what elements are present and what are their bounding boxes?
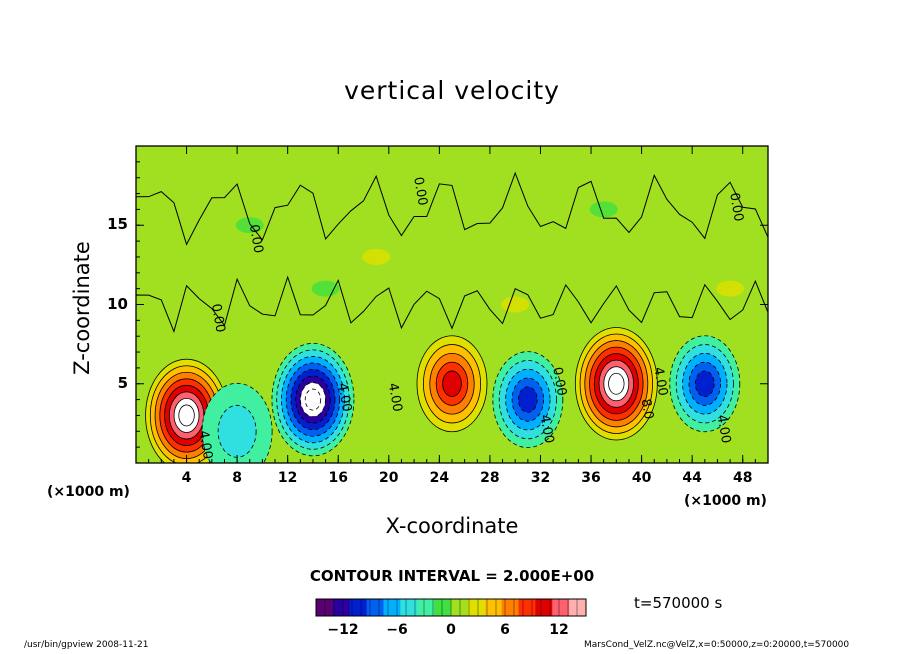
contour-label: 8.0 (638, 398, 656, 421)
x-tick-label: 44 (682, 470, 702, 486)
contour-label: 4.00 (650, 366, 670, 397)
field-patch (235, 217, 264, 234)
contour-ring (304, 388, 322, 411)
colorbar-swatch (518, 599, 536, 616)
zero-contour (136, 171, 768, 246)
colorbar-swatch (451, 599, 469, 616)
cell-downdraft (492, 351, 564, 449)
colorbar-tick-label: 12 (549, 622, 569, 638)
contour-label: 4.00 (714, 414, 734, 445)
footer-left: /usr/bin/gpview 2008-11-21 (24, 640, 149, 650)
field-patch (362, 248, 391, 265)
colorbar-swatch (366, 599, 384, 616)
contour-label: 0.00 (410, 176, 430, 207)
colorbar-swatch (552, 599, 570, 616)
y-tick-label: 15 (107, 215, 128, 234)
field-patch (412, 296, 441, 313)
x-tick-label: 48 (732, 470, 753, 486)
contour-label: 4.00 (195, 429, 215, 460)
colorbar-swatch (501, 599, 519, 616)
contour-label: 0.00 (726, 192, 746, 223)
field-patch (159, 296, 188, 313)
chart-title: vertical velocity (344, 76, 560, 105)
colorbar-tick-label: −6 (386, 622, 408, 638)
cell-downdraft (201, 382, 273, 463)
x-tick-label: 32 (530, 470, 551, 486)
colorbar-swatch (316, 599, 334, 616)
field-patch (450, 233, 479, 250)
time-label: t=570000 s (634, 594, 723, 612)
contour-ring (518, 386, 538, 413)
y-axis-unit: (×1000 m) (47, 484, 130, 500)
x-tick-label: 28 (480, 470, 500, 486)
field-patch (678, 217, 707, 234)
field-patch (539, 233, 568, 250)
contour-ring (442, 370, 462, 397)
contour-label: 0.00 (246, 223, 266, 254)
colorbar-swatch (434, 599, 452, 616)
colorbar-frame (315, 598, 587, 617)
field-patch (589, 201, 618, 218)
plot-area: 0.00 0.00 0.00 0.00 0.00 4.00 4.00 4.00 4.00 4.00… (136, 146, 768, 463)
cell-downdraft (271, 342, 355, 457)
cell-updraft (416, 335, 488, 433)
contour-ring (608, 372, 625, 395)
x-tick-label: 36 (581, 470, 601, 486)
field-patch (273, 248, 302, 265)
colorbar (315, 598, 587, 617)
colorbar-tick-label: 6 (500, 622, 510, 638)
field-patch (311, 280, 340, 297)
contour-label: 0.00 (549, 366, 569, 397)
contour-label: 4.00 (385, 382, 405, 413)
contour-label: 4.00 (537, 414, 557, 445)
contour-ring (694, 370, 715, 397)
x-tick-label: 40 (631, 470, 652, 486)
y-tick-label: 5 (117, 373, 128, 392)
x-tick-label: 4 (181, 470, 192, 486)
zero-contour (136, 275, 768, 334)
x-tick-label: 24 (429, 470, 450, 486)
colorbar-swatch (400, 599, 418, 616)
cell-updraft (574, 327, 658, 441)
x-tick-label: 8 (232, 470, 242, 486)
x-tick-label: 20 (379, 470, 399, 486)
colorbar-tick-label: 0 (446, 622, 456, 638)
contour-label: 4.00 (334, 382, 354, 413)
colorbar-swatch (383, 599, 401, 616)
field-patch (640, 264, 669, 281)
contour-ring (178, 404, 195, 427)
colorbar-swatch (484, 599, 503, 616)
contour-ring (217, 404, 257, 458)
colorbar-swatch (535, 599, 553, 616)
x-tick-label: 16 (328, 470, 348, 486)
colorbar-swatch (569, 599, 587, 616)
field-patch (185, 185, 214, 202)
colorbar-swatch (467, 599, 486, 616)
colorbar-swatch (349, 599, 368, 616)
cell-downdraft (669, 335, 741, 433)
contour-interval-text: CONTOUR INTERVAL = 2.000E+00 (309, 567, 595, 585)
x-axis-unit: (×1000 m) (684, 493, 767, 509)
colorbar-swatch (332, 599, 351, 616)
colorbar-tick-label: −12 (327, 622, 359, 638)
axis-ticks (135, 145, 769, 464)
contour-label: 0.00 (208, 303, 228, 334)
field-patch (501, 296, 530, 313)
field-patch (716, 280, 745, 297)
footer-right: MarsCond_VelZ.nc@VelZ,x=0:50000,z=0:2000… (584, 640, 850, 650)
colorbar-swatch (417, 599, 435, 616)
y-tick-label: 10 (107, 294, 128, 313)
x-tick-label: 12 (277, 470, 298, 486)
x-axis-label: X-coordinate (385, 514, 519, 538)
